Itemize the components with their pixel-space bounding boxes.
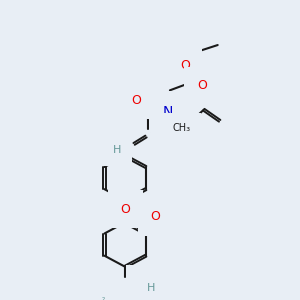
Text: N: N xyxy=(138,278,148,291)
Text: O: O xyxy=(150,210,160,224)
Text: N: N xyxy=(100,283,110,296)
Text: O: O xyxy=(120,203,130,216)
Text: O: O xyxy=(180,59,190,72)
Text: N: N xyxy=(163,105,173,118)
Text: H: H xyxy=(113,146,121,155)
Text: H: H xyxy=(93,290,101,299)
Text: ₂: ₂ xyxy=(102,294,105,300)
Text: H: H xyxy=(147,283,155,293)
Text: CH₃: CH₃ xyxy=(173,123,191,133)
Text: O: O xyxy=(131,94,141,107)
Text: O: O xyxy=(197,79,207,92)
